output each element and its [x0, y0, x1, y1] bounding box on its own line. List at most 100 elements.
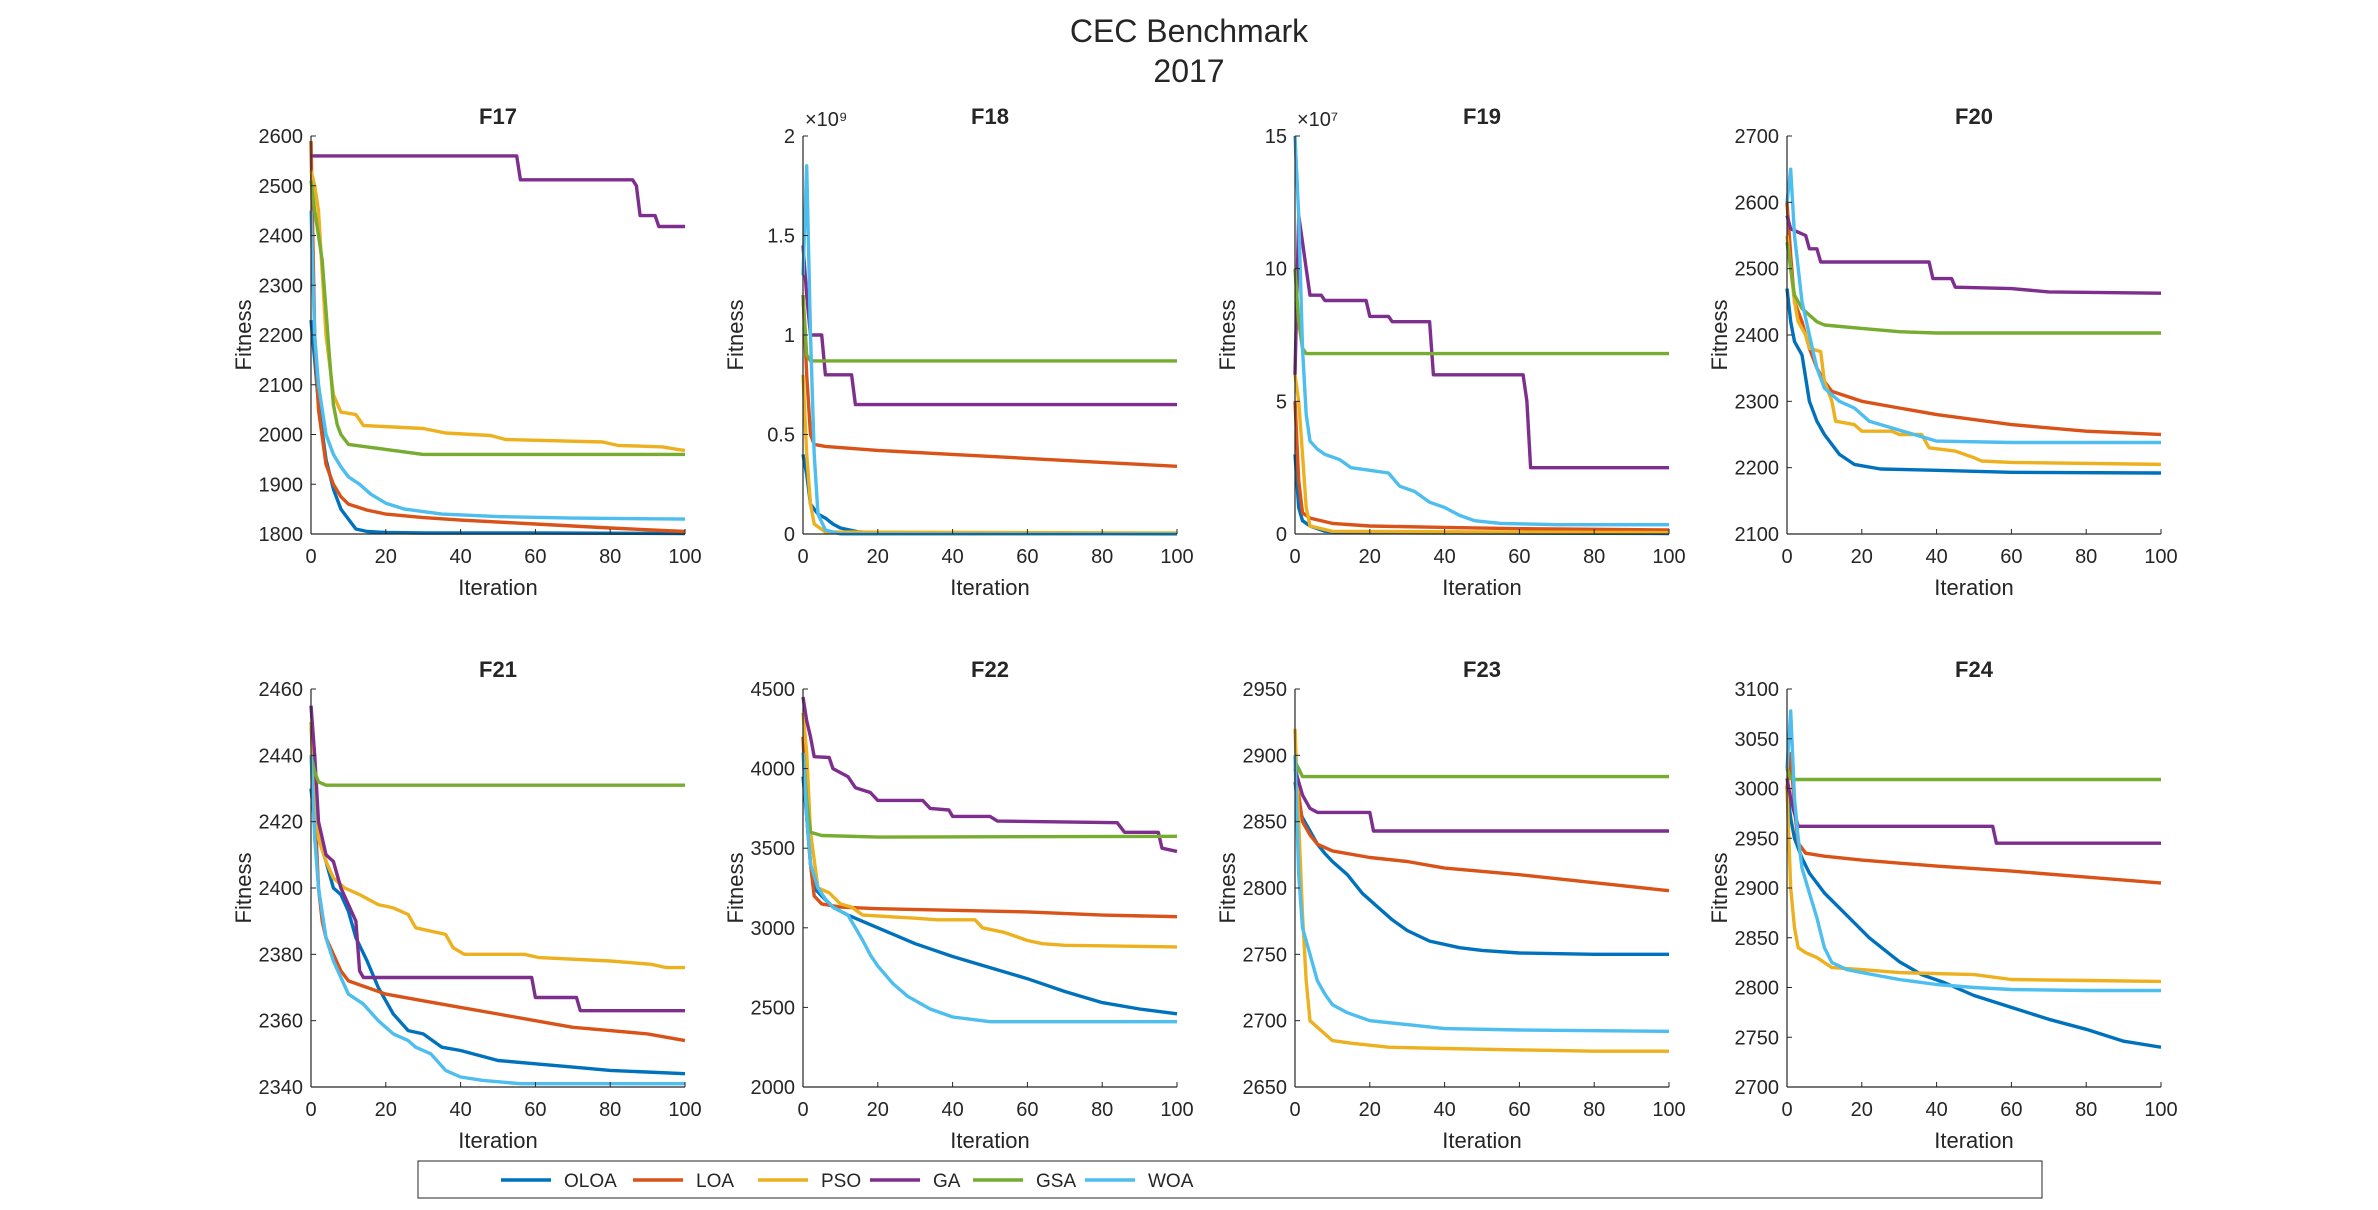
legend-label-oloa: OLOA	[564, 1171, 617, 1192]
series-line-gsa	[309, 180, 685, 457]
y-tick-label: 2600	[259, 126, 304, 148]
subplot-title: F20	[1955, 104, 1993, 129]
y-tick-label: 2000	[751, 1077, 796, 1099]
series-line-loa	[1785, 752, 2162, 885]
y-tick-label: 2380	[259, 944, 304, 966]
series-line-woa	[1293, 135, 1669, 527]
figure-title-line1: CEC Benchmark	[1070, 13, 1309, 49]
subplot-f20: 0 20 40 60 80 100 2100 2200 2300 2400 2500 2600 2700…	[1707, 104, 2178, 600]
x-axis-label: Iteration	[458, 1128, 538, 1153]
x-tick-label: 0	[305, 1099, 316, 1121]
x-tick-label: 0	[1781, 546, 1792, 568]
series-line-pso	[1293, 374, 1670, 535]
x-tick-label: 40	[1925, 546, 1947, 568]
series-line-gsa	[1293, 268, 1669, 356]
series-line-gsa	[309, 754, 685, 787]
x-tick-label: 20	[1851, 1099, 1873, 1121]
series-line-ga	[311, 154, 685, 229]
series-line-woa	[309, 755, 685, 1086]
x-axis-label: Iteration	[1442, 1128, 1522, 1153]
y-tick-label: 3500	[751, 838, 796, 860]
y-tick-label: 2750	[1243, 944, 1288, 966]
subplot-title: F23	[1463, 657, 1501, 682]
legend-label-pso: PSO	[821, 1171, 861, 1192]
x-axis-label: Iteration	[1442, 575, 1522, 600]
y-tick-label: 5	[1276, 391, 1287, 413]
series-line-oloa	[1293, 781, 1669, 956]
y-axis-label: Fitness	[1707, 300, 1732, 371]
x-tick-label: 0	[1289, 546, 1300, 568]
y-axis-exponent: ×10⁹	[805, 109, 848, 131]
series-line-ga	[1785, 215, 2162, 295]
subplot-f22: 0 20 40 60 80 100 2000 2500 3000 3500 4000 4500 F22 I…	[723, 657, 1194, 1153]
x-tick-label: 40	[941, 1099, 963, 1121]
y-tick-label: 2700	[1735, 126, 1780, 148]
series-line-oloa	[1785, 788, 2162, 1049]
series-line-oloa	[801, 454, 1178, 536]
x-tick-label: 60	[1508, 546, 1530, 568]
y-tick-label: 2950	[1735, 828, 1780, 850]
subplot-title: F19	[1463, 104, 1501, 129]
y-tick-label: 1900	[259, 474, 304, 496]
x-tick-label: 20	[375, 1099, 397, 1121]
x-tick-label: 40	[449, 1099, 471, 1121]
x-axis-label: Iteration	[458, 575, 538, 600]
y-tick-label: 2500	[1735, 259, 1780, 281]
subplot-f19: 0 20 40 60 80 100 0 5 10 15 ×10⁷ F19 Iteration Fitnes…	[1215, 104, 1686, 600]
y-tick-label: 2200	[259, 325, 304, 347]
legend-label-woa: WOA	[1148, 1171, 1194, 1192]
x-tick-label: 100	[1160, 1099, 1193, 1121]
x-tick-label: 80	[1091, 546, 1113, 568]
x-tick-label: 20	[867, 546, 889, 568]
x-tick-label: 80	[2075, 1099, 2097, 1121]
y-tick-label: 2850	[1243, 812, 1288, 834]
y-tick-label: 1800	[259, 524, 304, 546]
y-tick-label: 2600	[1735, 192, 1780, 214]
y-tick-label: 2300	[259, 275, 304, 297]
y-tick-label: 2700	[1735, 1077, 1780, 1099]
series-line-woa	[309, 210, 686, 521]
series-line-ga	[1293, 213, 1669, 470]
x-tick-label: 80	[1583, 1099, 1605, 1121]
x-tick-label: 20	[375, 546, 397, 568]
y-tick-label: 4000	[751, 759, 796, 781]
y-axis-label: Fitness	[231, 300, 256, 371]
y-axis-label: Fitness	[723, 853, 748, 924]
y-tick-label: 2800	[1243, 878, 1288, 900]
x-tick-label: 100	[2144, 546, 2177, 568]
series-line-loa	[309, 722, 686, 1043]
x-tick-label: 20	[1359, 546, 1381, 568]
x-tick-label: 0	[305, 546, 316, 568]
x-tick-label: 20	[1851, 546, 1873, 568]
y-tick-label: 2300	[1735, 391, 1780, 413]
legend: OLOA LOA PSO GA GSA WOA	[417, 1160, 2043, 1199]
subplot-title: F18	[971, 104, 1009, 129]
series-line-pso	[309, 722, 685, 970]
y-axis-label: Fitness	[1707, 853, 1732, 924]
series-line-loa	[1293, 781, 1670, 893]
y-tick-label: 3050	[1735, 729, 1780, 751]
subplot-grid: 0 20 40 60 80 1001800190020002100220023002400…	[231, 104, 2178, 1153]
x-tick-label: 100	[1652, 1099, 1685, 1121]
x-tick-label: 80	[599, 546, 621, 568]
y-tick-label: 0	[1276, 524, 1287, 546]
series-line-loa	[1785, 202, 2162, 437]
x-tick-label: 40	[449, 546, 471, 568]
x-tick-label: 0	[797, 546, 808, 568]
y-tick-label: 2360	[259, 1011, 304, 1033]
y-tick-label: 2100	[1735, 524, 1780, 546]
y-axis-label: Fitness	[231, 853, 256, 924]
y-tick-label: 2750	[1735, 1027, 1780, 1049]
y-tick-label: 3100	[1735, 679, 1780, 701]
series-line-loa	[801, 295, 1178, 468]
x-tick-label: 20	[867, 1099, 889, 1121]
y-tick-label: 2700	[1243, 1011, 1288, 1033]
y-tick-label: 2500	[751, 997, 796, 1019]
subplot-f21: 0 20 40 60 80 100 2340 2360 2380 2400 2420 2440 2460…	[231, 657, 702, 1153]
y-tick-label: 15	[1265, 126, 1287, 148]
y-tick-label: 3000	[751, 918, 796, 940]
y-tick-label: 2440	[259, 745, 304, 767]
subplot-title: F22	[971, 657, 1009, 682]
series-line-oloa	[801, 776, 1178, 1016]
